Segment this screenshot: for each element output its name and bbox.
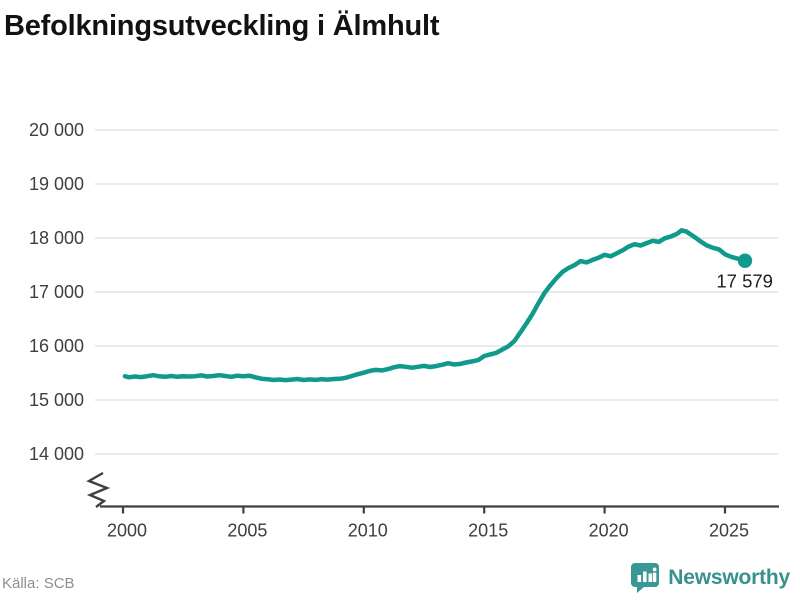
population-line-chart: 20 000 19 000 18 000 17 000 16 000 15 000 14 0…	[29, 120, 779, 541]
y-axis-tick-label: 20 000	[29, 120, 84, 140]
source-note: Källa: SCB	[2, 575, 75, 592]
page-title: Befolkningsutveckling i Älmhult	[4, 10, 440, 42]
population-series-line	[122, 228, 748, 383]
x-axis-tick-label: 2010	[348, 521, 388, 541]
newsworthy-logo[interactable]: Newsworthy	[630, 562, 790, 594]
x-axis-tick-label: 2020	[589, 521, 629, 541]
y-axis-tick-label: 16 000	[29, 336, 84, 356]
newsworthy-wordmark: Newsworthy	[668, 566, 790, 589]
x-axis-tick-label: 2015	[468, 521, 508, 541]
axis-break-symbol	[86, 471, 111, 508]
last-point-marker	[737, 253, 753, 268]
x-axis-tick-label: 2005	[227, 521, 267, 541]
x-axis-tick-label: 2025	[709, 521, 749, 541]
y-axis-tick-label: 19 000	[29, 174, 84, 194]
y-axis-tick-label: 17 000	[29, 282, 84, 302]
y-axis-tick-label: 15 000	[29, 390, 84, 410]
last-point-value-label: 17 579	[716, 271, 773, 292]
newsworthy-bubble-icon	[631, 563, 660, 593]
y-axis-tick-label: 14 000	[29, 444, 84, 464]
y-axis-tick-label: 18 000	[29, 228, 84, 248]
x-axis-tick-label: 2000	[107, 521, 147, 541]
